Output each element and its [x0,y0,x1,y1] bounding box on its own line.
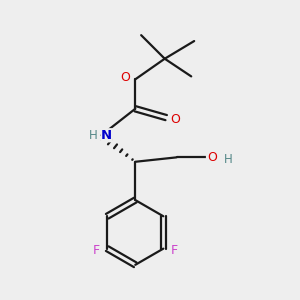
Text: O: O [207,151,217,164]
Text: F: F [92,244,100,256]
Text: H: H [89,129,98,142]
Text: F: F [171,244,178,256]
Text: O: O [120,71,130,84]
Text: H: H [224,153,233,166]
Text: O: O [170,112,180,126]
Text: N: N [101,129,112,142]
